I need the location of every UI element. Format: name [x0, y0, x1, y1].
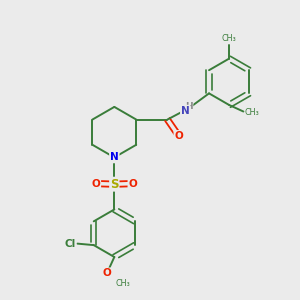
Text: N: N — [110, 152, 119, 162]
Text: O: O — [174, 131, 183, 141]
Text: CH₃: CH₃ — [115, 279, 130, 288]
Text: CH₃: CH₃ — [222, 34, 236, 43]
Text: N: N — [181, 106, 190, 116]
Text: Cl: Cl — [65, 238, 76, 249]
Text: CH₃: CH₃ — [245, 108, 260, 117]
Text: S: S — [110, 178, 118, 191]
Text: O: O — [103, 268, 111, 278]
Text: H: H — [185, 102, 193, 111]
Text: O: O — [92, 178, 100, 189]
Text: O: O — [128, 178, 137, 189]
